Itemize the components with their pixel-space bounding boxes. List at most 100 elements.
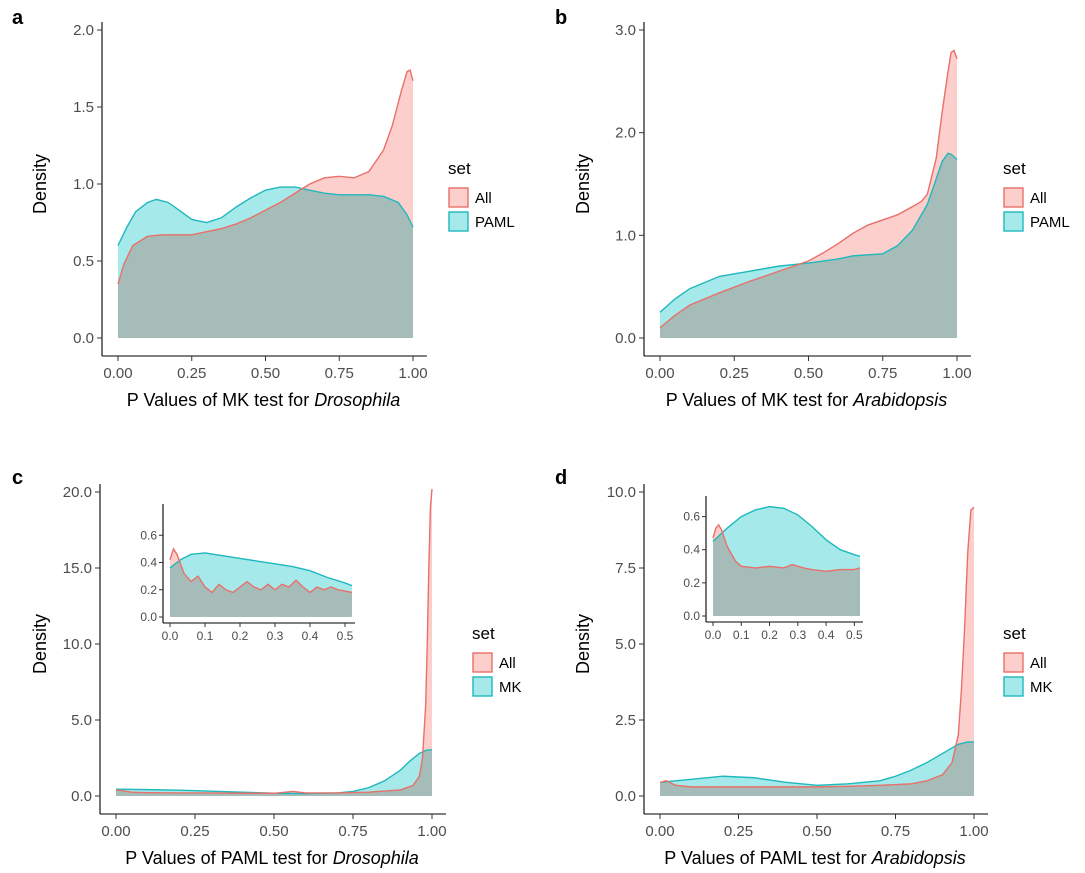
density-line-all bbox=[712, 523, 861, 572]
legend-key-all bbox=[1003, 652, 1024, 673]
x-axis-title-text: P Values of MK test for bbox=[127, 390, 314, 410]
inset-y-tick-label: 0.4 bbox=[140, 556, 157, 570]
x-axis-title-species: Arabidopsis bbox=[871, 848, 966, 868]
inset-plot: 0.0 0.2 0.4 0.6 0.0 0.1 0.2 0.3 0.4 0.5 bbox=[683, 496, 863, 642]
x-tick-label: 0.25 bbox=[177, 365, 206, 382]
legend-key-all bbox=[448, 187, 469, 208]
x-tick-label: 0.75 bbox=[325, 365, 354, 382]
inset-y-tick-label: 0.6 bbox=[140, 528, 157, 542]
inset-x-tick-label: 0.2 bbox=[232, 629, 249, 643]
x-tick-label: 0.75 bbox=[338, 823, 367, 840]
y-tick-label: 1.5 bbox=[73, 99, 94, 116]
panel-d: 0.0 2.5 5.0 7.5 10.0 0.00 0.25 0.50 0.75 1.00 P Va… bbox=[555, 467, 1053, 868]
y-tick-label: 1.0 bbox=[73, 176, 94, 193]
density-line-mk bbox=[712, 505, 861, 558]
inset-x-tick-label: 0.5 bbox=[846, 628, 863, 642]
legend-key-paml bbox=[1003, 211, 1024, 232]
y-axis-title: Density bbox=[30, 154, 50, 214]
density-area-mk bbox=[116, 749, 432, 796]
legend-title: set bbox=[1003, 159, 1026, 178]
x-axis-title: P Values of MK test for Drosophila bbox=[127, 390, 400, 410]
density-overlap-area bbox=[713, 524, 860, 616]
density-line-all bbox=[115, 488, 433, 794]
inset-plot: 0.0 0.2 0.4 0.6 0.0 0.1 0.2 0.3 0.4 0.5 bbox=[140, 504, 355, 643]
y-axis-title: Density bbox=[573, 154, 593, 214]
y-tick-label: 5.0 bbox=[71, 712, 92, 729]
y-tick-label: 0.5 bbox=[73, 253, 94, 270]
inset-x-tick-label: 0.0 bbox=[705, 628, 722, 642]
x-axis-title-text: P Values of PAML test for bbox=[664, 848, 871, 868]
density-line-paml bbox=[659, 152, 958, 313]
inset-x-tick-label: 0.4 bbox=[302, 629, 319, 643]
y-tick-label: 0.0 bbox=[73, 330, 94, 347]
y-tick-label: 15.0 bbox=[63, 560, 92, 577]
x-axis-title: P Values of PAML test for Drosophila bbox=[125, 848, 418, 868]
x-axis-title-text: P Values of PAML test for bbox=[125, 848, 332, 868]
density-line-mk bbox=[169, 552, 353, 587]
inset-y-tick-label: 0.6 bbox=[683, 510, 700, 524]
density-line-mk bbox=[659, 741, 974, 787]
y-tick-label: 2.0 bbox=[615, 125, 636, 142]
y-tick-label: 10.0 bbox=[607, 484, 636, 501]
x-tick-label: 0.00 bbox=[645, 365, 674, 382]
inset-x-tick-label: 0.4 bbox=[818, 628, 835, 642]
y-tick-label: 10.0 bbox=[63, 636, 92, 653]
y-tick-label: 5.0 bbox=[615, 636, 636, 653]
legend-key-mk bbox=[1003, 676, 1024, 697]
x-tick-label: 0.50 bbox=[251, 365, 280, 382]
inset-y-tick-label: 0.2 bbox=[683, 576, 700, 590]
legend-title: set bbox=[472, 624, 495, 643]
y-tick-label: 0.0 bbox=[71, 788, 92, 805]
legend-key-all bbox=[1003, 187, 1024, 208]
density-line-all bbox=[659, 506, 975, 788]
x-tick-label: 0.50 bbox=[794, 365, 823, 382]
x-tick-label: 0.25 bbox=[724, 823, 753, 840]
x-axis-title-species: Drosophila bbox=[314, 390, 400, 410]
inset-x-tick-label: 0.0 bbox=[162, 629, 179, 643]
inset-y-tick-label: 0.0 bbox=[140, 610, 157, 624]
panel-a: 0.0 0.5 1.0 1.5 2.0 0.00 0.25 0.50 0.75 1.00 P Val… bbox=[12, 7, 515, 410]
legend-key-mk bbox=[472, 676, 493, 697]
legend-label-all: All bbox=[1030, 190, 1047, 207]
x-tick-label: 0.75 bbox=[881, 823, 910, 840]
x-tick-label: 1.00 bbox=[417, 823, 446, 840]
legend-label-all: All bbox=[499, 655, 516, 672]
x-axis-title: P Values of PAML test for Arabidopsis bbox=[664, 848, 966, 868]
inset-x-tick-label: 0.3 bbox=[267, 629, 284, 643]
inset-x-tick-label: 0.1 bbox=[197, 629, 214, 643]
x-tick-label: 0.50 bbox=[259, 823, 288, 840]
inset-y-tick-label: 0.2 bbox=[140, 583, 157, 597]
x-tick-label: 0.00 bbox=[645, 823, 674, 840]
x-axis-title-species: Drosophila bbox=[333, 848, 419, 868]
y-tick-label: 2.0 bbox=[73, 22, 94, 39]
density-area-mk bbox=[660, 741, 974, 796]
legend-label-paml: PAML bbox=[1030, 214, 1070, 231]
x-tick-label: 0.00 bbox=[101, 823, 130, 840]
legend-label-mk: MK bbox=[499, 679, 522, 696]
legend-key-all bbox=[472, 652, 493, 673]
density-overlap-area bbox=[660, 153, 957, 338]
y-tick-label: 0.0 bbox=[615, 330, 636, 347]
y-tick-label: 20.0 bbox=[63, 484, 92, 501]
legend-label-all: All bbox=[475, 190, 492, 207]
x-tick-label: 0.50 bbox=[802, 823, 831, 840]
x-axis-title-species: Arabidopsis bbox=[852, 390, 947, 410]
density-line-all bbox=[117, 69, 414, 285]
inset-y-tick-label: 0.4 bbox=[683, 543, 700, 557]
legend-title: set bbox=[448, 159, 471, 178]
x-tick-label: 0.00 bbox=[103, 365, 132, 382]
legend-title: set bbox=[1003, 624, 1026, 643]
density-overlap-area bbox=[118, 187, 413, 338]
inset-x-tick-label: 0.1 bbox=[733, 628, 750, 642]
y-axis-title: Density bbox=[30, 614, 50, 674]
density-line-all bbox=[659, 49, 958, 329]
inset-x-tick-label: 0.2 bbox=[761, 628, 778, 642]
x-axis-title-text: P Values of MK test for bbox=[666, 390, 853, 410]
x-tick-label: 1.00 bbox=[942, 365, 971, 382]
panel-c: 0.0 5.0 10.0 15.0 20.0 0.00 0.25 0.50 0.75 1.00 P … bbox=[12, 467, 522, 868]
y-tick-label: 2.5 bbox=[615, 712, 636, 729]
